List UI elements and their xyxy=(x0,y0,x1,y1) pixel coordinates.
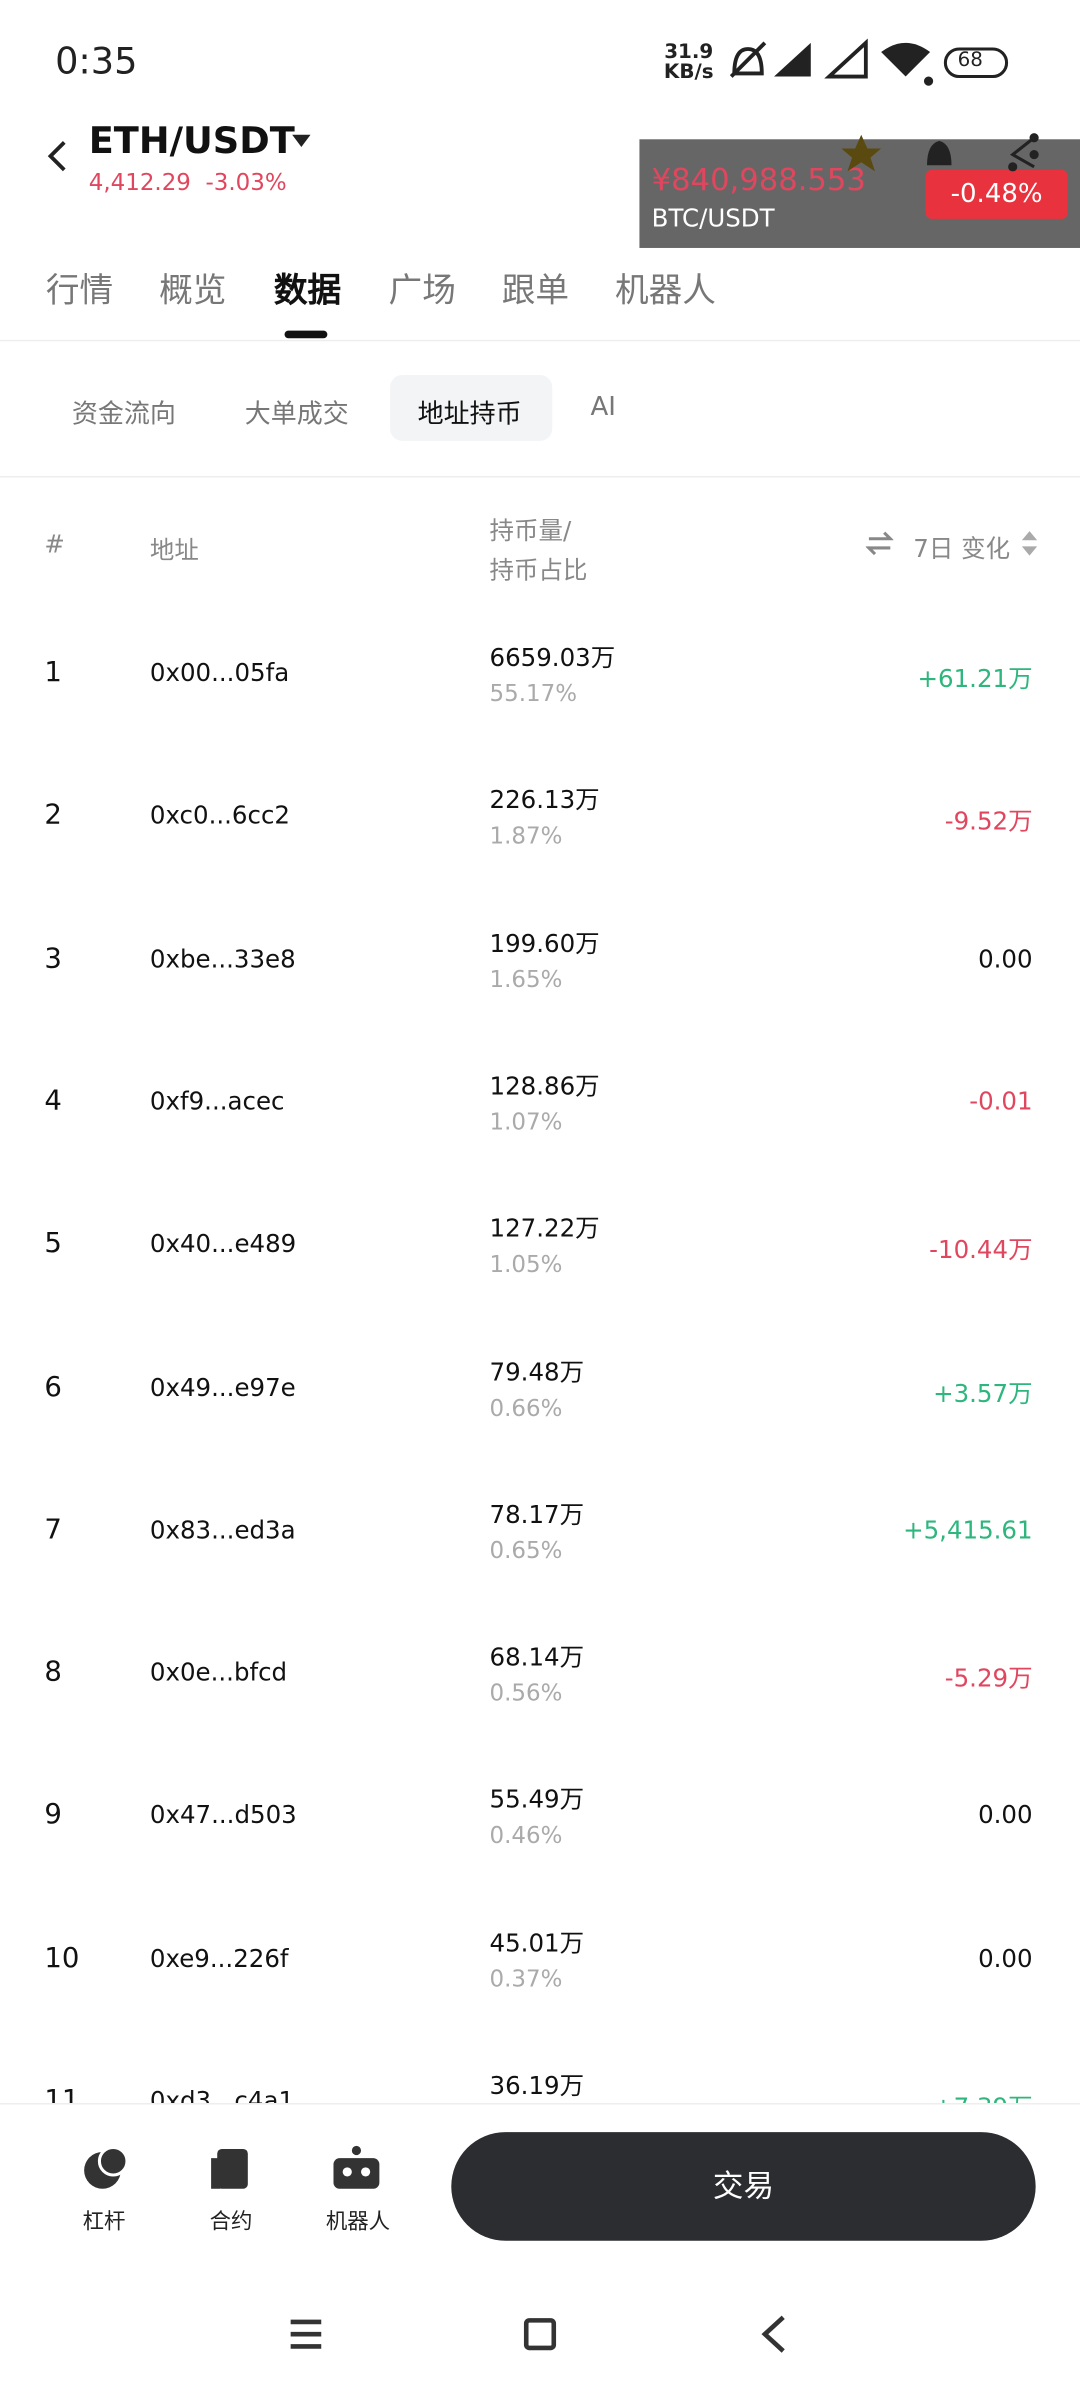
status-icons xyxy=(729,38,1009,86)
change: +3.57万 xyxy=(933,1378,1033,1408)
col-address: 地址 xyxy=(149,535,199,565)
share: 0.46% xyxy=(489,1822,563,1850)
divider xyxy=(0,339,1080,342)
col-amount: 持币量/ xyxy=(489,515,572,545)
rank: 3 xyxy=(44,942,62,975)
widget-price: ¥840,988.553 xyxy=(651,160,866,198)
nav-leverage[interactable]: 杠杆 xyxy=(82,2210,126,2235)
price-line: 4,412.29 -3.03% xyxy=(89,168,287,196)
share: 55.17% xyxy=(489,679,578,708)
price: 4,412.29 xyxy=(88,168,191,196)
back-button[interactable] xyxy=(43,138,74,175)
tab[interactable]: 概览 xyxy=(159,272,227,311)
subtab[interactable]: 地址持币 xyxy=(417,399,522,431)
speed-unit: KB/s xyxy=(663,61,714,85)
share: 1.65% xyxy=(489,965,563,993)
address[interactable]: 0xbe...33e8 xyxy=(149,943,296,973)
address[interactable]: 0xd3...c4a1 xyxy=(149,2086,295,2104)
system-nav xyxy=(290,2315,785,2353)
trade-button[interactable]: 交易 xyxy=(451,2132,1036,2241)
rank: 2 xyxy=(44,799,62,832)
subtab[interactable]: AI xyxy=(590,391,616,423)
swap-icon[interactable] xyxy=(865,530,894,558)
rank: 10 xyxy=(44,1941,80,1974)
change: -9.52万 xyxy=(944,807,1033,837)
amount: 68.14万 xyxy=(489,1642,585,1672)
change: -3.03% xyxy=(205,168,287,196)
change: 0.00 xyxy=(978,943,1033,973)
share: 0.66% xyxy=(489,1393,563,1422)
tab[interactable]: 跟单 xyxy=(501,272,570,311)
tab[interactable]: 行情 xyxy=(45,272,114,311)
share: 1.87% xyxy=(489,822,563,850)
pair[interactable]: ETH/USDT xyxy=(88,119,295,163)
address[interactable]: 0x83...ed3a xyxy=(149,1514,296,1545)
subtab[interactable]: 资金流向 xyxy=(71,399,176,431)
amount: 79.48万 xyxy=(489,1356,585,1386)
rank: 7 xyxy=(44,1513,62,1546)
share: 1.05% xyxy=(489,1250,563,1279)
amount: 199.60万 xyxy=(489,928,600,958)
change: +7.39万 xyxy=(933,2086,1033,2103)
tab-indicator xyxy=(284,330,328,339)
share: 1.07% xyxy=(489,1107,563,1136)
change: +61.21万 xyxy=(917,664,1033,694)
battery: 68 xyxy=(957,48,983,72)
widget-change: -0.48% xyxy=(925,169,1068,219)
change: -5.29万 xyxy=(944,1663,1033,1693)
amount: 127.22万 xyxy=(489,1214,600,1244)
address[interactable]: 0xf9...acec xyxy=(149,1086,285,1116)
table-body: 1 0x00...05fa 6659.03万 55.17% +61.21万 2 0xc0..… xyxy=(44,642,1033,2104)
widget-pair: BTC/USDT xyxy=(651,203,775,233)
amount: 45.01万 xyxy=(489,1928,585,1958)
dropdown[interactable] xyxy=(291,132,312,150)
change: 0.00 xyxy=(978,1943,1033,1973)
time: 0:35 xyxy=(55,39,138,83)
amount: 128.86万 xyxy=(489,1071,600,1101)
change: -0.01 xyxy=(969,1086,1033,1116)
amount: 6659.03万 xyxy=(489,642,616,672)
nav-futures[interactable]: 合约 xyxy=(209,2210,253,2235)
nav-icons xyxy=(84,2145,380,2189)
sort-icon[interactable] xyxy=(1020,530,1038,558)
address[interactable]: 0x0e...bfcd xyxy=(149,1657,288,1687)
col-rank: # xyxy=(44,529,65,559)
share: 0.56% xyxy=(489,1679,563,1707)
change: 0.00 xyxy=(978,1800,1033,1830)
share: 0.37% xyxy=(489,1964,563,1993)
change: +5,415.61 xyxy=(903,1514,1033,1545)
address[interactable]: 0x40...e489 xyxy=(149,1229,297,1259)
subtab-highlight xyxy=(390,374,553,441)
amount: 55.49万 xyxy=(489,1785,585,1815)
header-icons xyxy=(841,133,1039,172)
change: -10.44万 xyxy=(929,1235,1033,1265)
address[interactable]: 0xe9...226f xyxy=(149,1943,289,1973)
address[interactable]: 0xc0...6cc2 xyxy=(149,800,290,831)
subtab[interactable]: 大单成交 xyxy=(244,399,349,431)
tab[interactable]: 数据 xyxy=(273,272,342,311)
address[interactable]: 0x47...d503 xyxy=(149,1800,297,1830)
address[interactable]: 0x00...05fa xyxy=(149,658,290,688)
address[interactable]: 0x49...e97e xyxy=(149,1372,296,1402)
rank: 9 xyxy=(44,1799,62,1832)
tab[interactable]: 广场 xyxy=(388,272,456,311)
rank: 5 xyxy=(44,1227,62,1260)
rank: 6 xyxy=(44,1370,62,1403)
share: 0.65% xyxy=(489,1536,563,1564)
nav-bot[interactable]: 机器人 xyxy=(325,2210,391,2235)
tab[interactable]: 机器人 xyxy=(614,272,716,311)
col-share: 持币占比 xyxy=(489,555,588,585)
amount: 36.19万 xyxy=(489,2070,585,2100)
rank: 4 xyxy=(44,1085,62,1118)
col-change[interactable]: 7日 变化 xyxy=(913,534,1011,564)
rank: 11 xyxy=(44,2084,80,2104)
net-speed: 31.9 KB/s xyxy=(664,43,714,83)
rank: 1 xyxy=(44,656,62,689)
amount: 226.13万 xyxy=(489,785,600,815)
amount: 78.17万 xyxy=(489,1499,585,1529)
divider xyxy=(0,476,1080,478)
speed: 31.9 xyxy=(664,41,714,65)
rank: 8 xyxy=(44,1656,62,1689)
